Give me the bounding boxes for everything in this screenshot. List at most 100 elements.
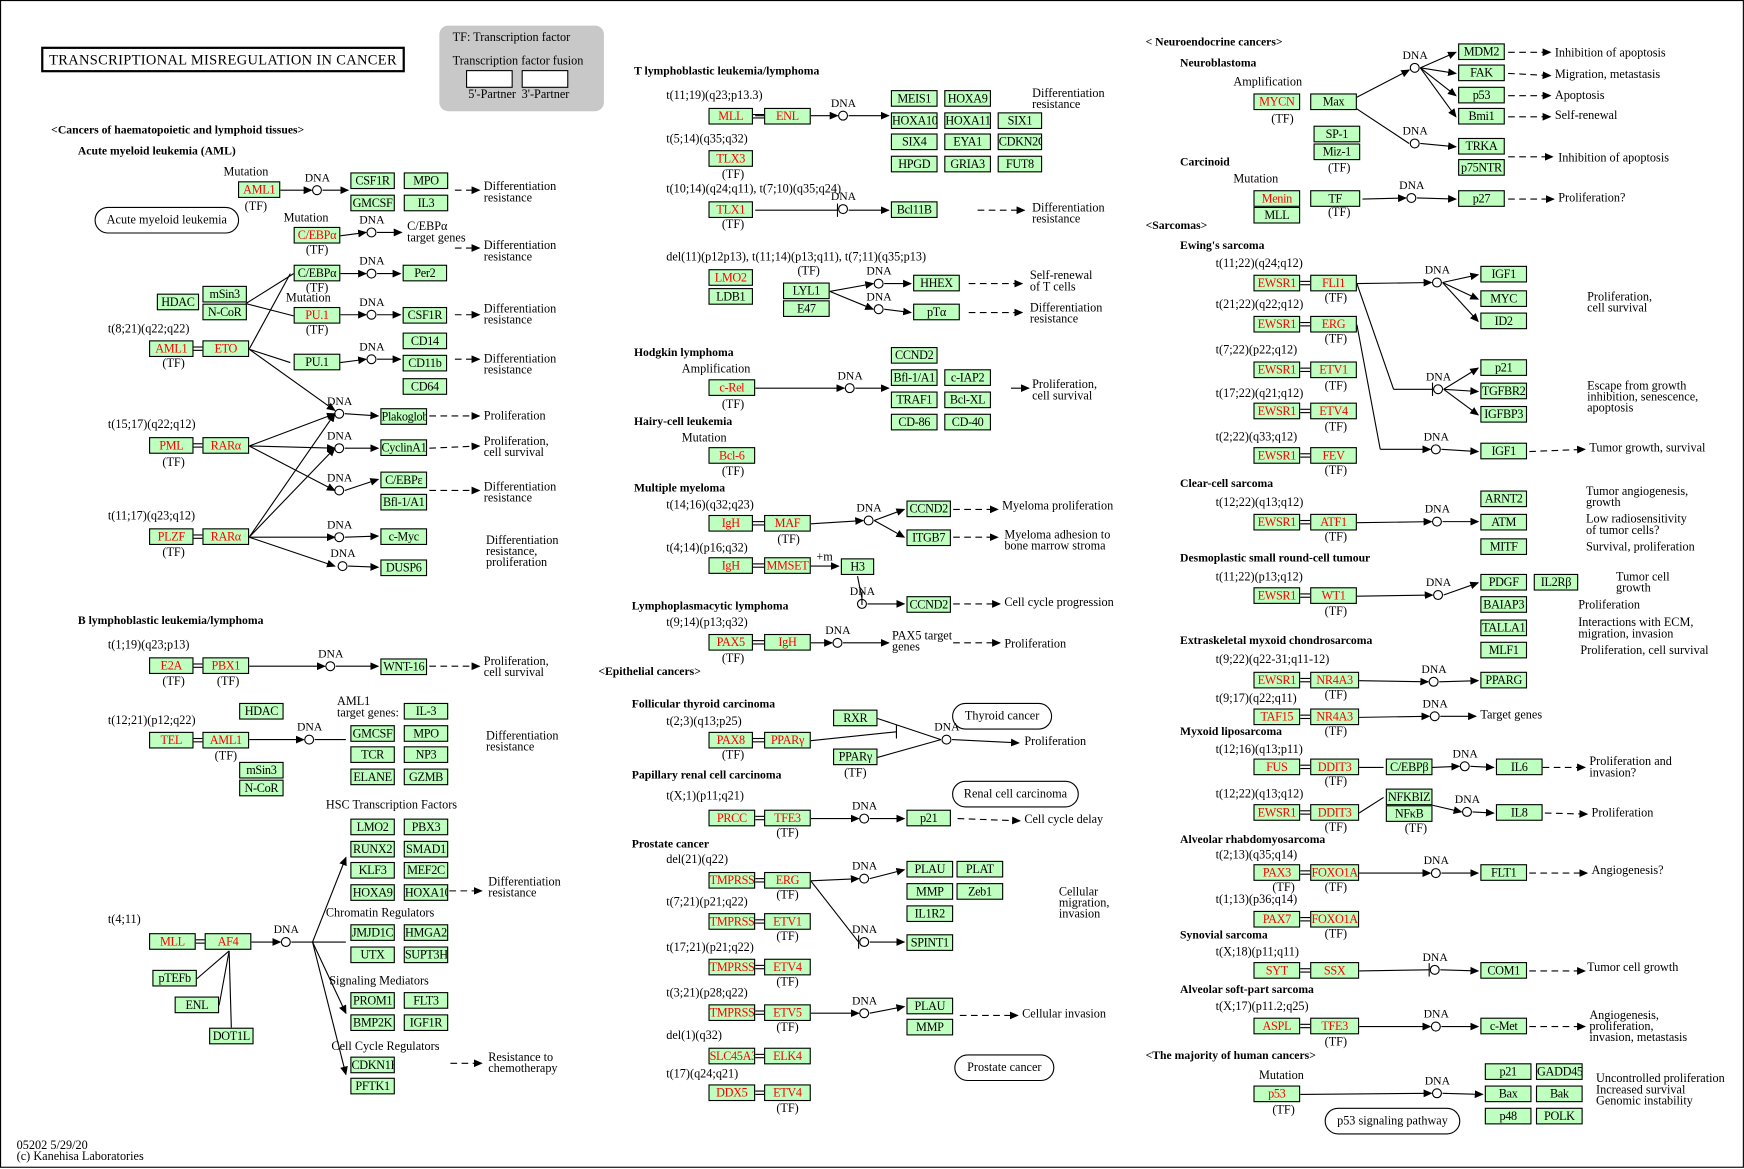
gene-box-pparg[interactable]: PPARG: [1480, 671, 1528, 689]
gene-box-ssx[interactable]: SSX: [1310, 962, 1360, 979]
gene-box-np3[interactable]: NP3: [403, 746, 449, 763]
gene-box-mpo[interactable]: MPO: [403, 172, 449, 190]
gene-box-flt1[interactable]: FLT1: [1480, 864, 1528, 881]
gene-box-aml1[interactable]: AML1: [238, 181, 281, 198]
gene-box-bcl-xl[interactable]: Bcl-XL: [944, 391, 991, 409]
gene-box-eto[interactable]: ETO: [202, 340, 250, 358]
gene-box-etv1[interactable]: ETV1: [764, 913, 811, 930]
gene-box-ewsr1[interactable]: EWSR1: [1253, 513, 1301, 531]
gene-box-ddx5[interactable]: DDX5: [708, 1084, 756, 1102]
gene-box-six4[interactable]: SIX4: [890, 133, 938, 151]
gene-box-talla1[interactable]: TALLA1: [1480, 619, 1528, 637]
gene-box-smad1[interactable]: SMAD1: [403, 840, 449, 858]
gene-box-pax5[interactable]: PAX5: [708, 633, 753, 651]
gene-box-atm[interactable]: ATM: [1480, 513, 1528, 531]
gene-box-fli1[interactable]: FLI1: [1310, 274, 1357, 292]
gene-box-fak[interactable]: FAK: [1458, 64, 1505, 82]
gene-box-mll[interactable]: MLL: [708, 107, 753, 125]
gene-box-slc45a3[interactable]: SLC45A3: [708, 1047, 756, 1065]
gene-box-aml1[interactable]: AML1: [149, 340, 194, 358]
gene-box-bcl-6[interactable]: Bcl-6: [708, 447, 756, 464]
gene-box-max[interactable]: Max: [1310, 93, 1357, 111]
gene-box-pbx3[interactable]: PBX3: [403, 818, 449, 836]
gene-box-spint1[interactable]: SPINT1: [906, 934, 954, 951]
gene-box-tfe3[interactable]: TFE3: [764, 809, 811, 827]
gene-box-com1[interactable]: COM1: [1480, 962, 1528, 979]
gene-box-p21[interactable]: p21: [1484, 1063, 1532, 1080]
gene-box-csf1r[interactable]: CSF1R: [402, 306, 448, 324]
gene-box-nf-b[interactable]: NFκB: [1385, 805, 1433, 822]
gene-box-ewsr1[interactable]: EWSR1: [1253, 447, 1301, 464]
gene-box-hdac[interactable]: HDAC: [156, 293, 200, 311]
gene-box-cd-86[interactable]: CD-86: [890, 413, 938, 431]
gene-box-cdkn1b[interactable]: CDKN1B: [350, 1056, 395, 1074]
gene-box-elane[interactable]: ELANE: [350, 768, 395, 786]
gene-box-il6[interactable]: IL6: [1495, 758, 1543, 776]
gene-box-hoxa9[interactable]: HOXA9: [944, 90, 991, 107]
gene-box-hdac[interactable]: HDAC: [239, 702, 284, 720]
pathway-link-p53-signaling-pathway[interactable]: p53 signaling pathway: [1324, 1107, 1461, 1135]
gene-box-myc[interactable]: MYC: [1480, 290, 1528, 307]
gene-box-hoxa11[interactable]: HOXA11: [944, 112, 991, 130]
gene-box-jmjd1c[interactable]: JMJD1C: [350, 924, 395, 941]
gene-box-il3[interactable]: IL3: [403, 194, 449, 212]
gene-box-csf1r[interactable]: CSF1R: [350, 172, 395, 190]
gene-box-tmprss2[interactable]: TMPRSS2: [708, 958, 756, 976]
gene-box-p53[interactable]: p53: [1253, 1085, 1301, 1103]
gene-box-cd64[interactable]: CD64: [402, 378, 448, 395]
gene-box-msin3[interactable]: mSin3: [202, 285, 247, 303]
gene-box-etv4[interactable]: ETV4: [764, 1084, 811, 1102]
gene-box-tcr[interactable]: TCR: [350, 746, 395, 763]
gene-box-pdgf[interactable]: PDGF: [1480, 573, 1528, 591]
gene-box-utx[interactable]: UTX: [350, 946, 395, 964]
gene-box-dusp6[interactable]: DUSP6: [380, 559, 428, 577]
gene-box-lyl1[interactable]: LYL1: [782, 282, 830, 300]
gene-box-ldb1[interactable]: LDB1: [708, 288, 753, 305]
gene-box-pax3[interactable]: PAX3: [1253, 864, 1301, 881]
gene-box-c-myc[interactable]: c-Myc: [380, 528, 428, 545]
gene-box-hhex[interactable]: HHEX: [913, 274, 960, 292]
gene-box-igh[interactable]: IgH: [708, 557, 753, 574]
gene-box-tmprss2[interactable]: TMPRSS2: [708, 871, 756, 889]
gene-box-hoxa10[interactable]: HOXA10: [890, 112, 938, 130]
gene-box-pu-1[interactable]: PU.1: [293, 353, 341, 371]
gene-box-taf15[interactable]: TAF15: [1253, 708, 1301, 726]
gene-box-il8[interactable]: IL8: [1495, 804, 1543, 821]
pathway-link-acute-myeloid-leukemia[interactable]: Acute myeloid leukemia: [94, 206, 240, 234]
gene-box-mmp[interactable]: MMP: [906, 883, 954, 900]
gene-box-ppar[interactable]: PPARγ: [833, 748, 878, 766]
gene-box-klf3[interactable]: KLF3: [350, 861, 395, 879]
gene-box-mll[interactable]: MLL: [149, 933, 196, 950]
gene-box-etv5[interactable]: ETV5: [764, 1004, 811, 1021]
gene-box-pu-1[interactable]: PU.1: [293, 306, 341, 324]
gene-box-plakoglobin[interactable]: Plakoglobin: [380, 408, 428, 425]
gene-box-mdm2[interactable]: MDM2: [1458, 43, 1505, 61]
pathway-link-renal-cell-carcinoma[interactable]: Renal cell carcinoma: [952, 780, 1079, 808]
gene-box-ewsr1[interactable]: EWSR1: [1253, 361, 1301, 379]
gene-box-ccnd2[interactable]: CCND2: [906, 596, 951, 613]
gene-box-six1[interactable]: SIX1: [997, 112, 1043, 130]
gene-box-pt[interactable]: pTα: [913, 303, 960, 321]
gene-box-aml1[interactable]: AML1: [202, 731, 250, 749]
gene-box-n-cor[interactable]: N-CoR: [239, 779, 284, 797]
gene-box-mmp[interactable]: MMP: [906, 1018, 954, 1036]
gene-box-il-3[interactable]: IL-3: [403, 702, 449, 720]
gene-box-ewsr1[interactable]: EWSR1: [1253, 402, 1301, 420]
gene-box-igfbp3[interactable]: IGFBP3: [1480, 405, 1528, 423]
gene-box-tmprss2[interactable]: TMPRSS2: [708, 1004, 756, 1021]
gene-box-pml[interactable]: PML: [149, 437, 194, 454]
gene-box-hoxa10[interactable]: HOXA10: [403, 884, 449, 901]
gene-box-p48[interactable]: p48: [1484, 1107, 1532, 1125]
gene-box-miz-1[interactable]: Miz-1: [1313, 143, 1361, 161]
gene-box-bcl11b[interactable]: Bcl11B: [890, 201, 938, 218]
gene-box-e2a[interactable]: E2A: [149, 657, 194, 674]
gene-box-hmga2[interactable]: HMGA2: [403, 924, 449, 941]
gene-box-ewsr1[interactable]: EWSR1: [1253, 671, 1301, 689]
gene-box-cd14[interactable]: CD14: [402, 332, 448, 350]
gene-box-ddit3[interactable]: DDIT3: [1310, 804, 1360, 821]
gene-box-c-iap2[interactable]: c-IAP2: [944, 369, 991, 386]
gene-box-plzf[interactable]: PLZF: [149, 528, 194, 545]
gene-box-hoxa9[interactable]: HOXA9: [350, 884, 395, 901]
gene-box-bfl-1-a1[interactable]: Bfl-1/A1: [380, 493, 428, 511]
gene-box-p21[interactable]: p21: [906, 809, 951, 827]
